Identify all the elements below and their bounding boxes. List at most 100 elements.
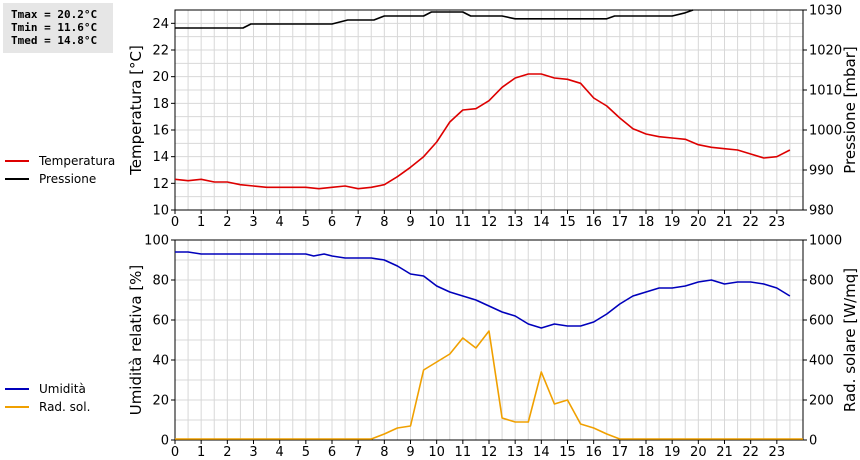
series-line-umidit: [175, 251, 791, 329]
x-tick-label: 22: [742, 445, 759, 460]
y-right-axis-title: Pressione [mbar]: [841, 46, 859, 174]
x-tick-label: 2: [223, 215, 231, 230]
y-left-tick-label: 20: [152, 70, 169, 85]
y-left-tick-label: 20: [152, 394, 169, 409]
x-tick-label: 12: [481, 215, 498, 230]
y-right-tick-label: 1000: [809, 234, 842, 249]
y-right-tick-label: 1000: [809, 124, 842, 139]
y-left-tick-label: 0: [161, 434, 169, 449]
x-tick-label: 12: [481, 445, 498, 460]
legend-label-radiation: Rad. sol.: [39, 400, 91, 414]
tmin-text: Tmin = 11.6°C: [11, 21, 98, 34]
x-tick-label: 17: [612, 445, 629, 460]
x-tick-label: 18: [638, 445, 655, 460]
x-tick-label: 5: [302, 445, 310, 460]
legend-label-pressure: Pressione: [39, 172, 97, 186]
legend-swatch-radiation: [5, 406, 29, 408]
legend-label-humidity: Umidità: [39, 382, 86, 396]
x-tick-label: 6: [328, 215, 336, 230]
x-tick-label: 15: [559, 215, 576, 230]
x-tick-label: 9: [406, 215, 414, 230]
legend-label-temperature: Temperatura: [39, 154, 116, 168]
x-tick-label: 9: [406, 445, 414, 460]
y-left-tick-label: 60: [152, 314, 169, 329]
x-tick-label: 19: [664, 215, 681, 230]
legend-bottom-chart: Umidità Rad. sol.: [5, 380, 90, 416]
chart-1: 0 1 2 3 4 5 6 7 8 9 10 11 12 13 14 15 16 17 18 19 20 21 22 2302…: [127, 234, 859, 460]
x-tick-label: 1: [197, 215, 205, 230]
y-left-tick-label: 12: [152, 177, 169, 192]
x-tick-label: 1: [197, 445, 205, 460]
x-tick-label: 7: [354, 215, 362, 230]
x-tick-label: 10: [428, 215, 445, 230]
legend-item-pressure: Pressione: [5, 170, 115, 188]
y-right-axis-title: Rad. solare [W/mq]: [841, 268, 859, 412]
x-tick-label: 4: [276, 445, 284, 460]
y-right-tick-label: 0: [809, 434, 817, 449]
y-left-tick-label: 40: [152, 354, 169, 369]
x-tick-label: 18: [638, 215, 655, 230]
y-left-tick-label: 22: [152, 44, 169, 59]
x-tick-label: 14: [533, 445, 550, 460]
y-right-tick-label: 1010: [809, 84, 842, 99]
x-tick-label: 0: [171, 215, 179, 230]
tmed-text: Tmed = 14.8°C: [11, 34, 98, 47]
y-left-tick-label: 14: [152, 150, 169, 165]
legend-swatch-humidity: [5, 388, 29, 390]
y-right-tick-label: 400: [809, 354, 834, 369]
x-tick-label: 3: [249, 445, 257, 460]
x-tick-label: 13: [507, 445, 524, 460]
tmax-text: Tmax = 20.2°C: [11, 8, 98, 21]
y-right-tick-label: 990: [809, 164, 834, 179]
chart-0: 0 1 2 3 4 5 6 7 8 9 10 11 12 13 14 15 16 17 18 19 20 21 22 2310…: [127, 4, 859, 231]
series-line-pressione: [175, 9, 694, 29]
x-tick-label: 8: [380, 215, 388, 230]
y-left-axis-title: Umidità relativa [%]: [127, 265, 145, 416]
x-tick-label: 21: [716, 215, 733, 230]
x-tick-label: 20: [690, 215, 707, 230]
y-right-tick-label: 1030: [809, 4, 842, 19]
x-tick-label: 16: [585, 445, 602, 460]
x-tick-label: 15: [559, 445, 576, 460]
x-tick-label: 14: [533, 215, 550, 230]
x-tick-label: 21: [716, 445, 733, 460]
x-tick-label: 2: [223, 445, 231, 460]
y-right-tick-label: 200: [809, 394, 834, 409]
legend-item-temperature: Temperatura: [5, 152, 115, 170]
y-right-tick-label: 1020: [809, 44, 842, 59]
legend-swatch-pressure: [5, 178, 29, 180]
y-left-tick-label: 16: [152, 124, 169, 139]
x-tick-label: 20: [690, 445, 707, 460]
x-tick-label: 23: [769, 445, 786, 460]
x-tick-label: 17: [612, 215, 629, 230]
y-left-tick-label: 80: [152, 274, 169, 289]
x-tick-label: 10: [428, 445, 445, 460]
x-tick-label: 6: [328, 445, 336, 460]
y-left-tick-label: 24: [152, 17, 169, 32]
y-left-tick-label: 18: [152, 97, 169, 112]
y-right-tick-label: 980: [809, 204, 834, 219]
x-tick-label: 11: [455, 215, 472, 230]
stats-box: Tmax = 20.2°C Tmin = 11.6°C Tmed = 14.8°…: [3, 3, 113, 53]
y-left-tick-label: 100: [144, 234, 169, 249]
x-tick-label: 16: [585, 215, 602, 230]
y-right-tick-label: 800: [809, 274, 834, 289]
x-tick-label: 0: [171, 445, 179, 460]
y-left-tick-label: 10: [152, 204, 169, 219]
legend-item-radiation: Rad. sol.: [5, 398, 90, 416]
x-tick-label: 5: [302, 215, 310, 230]
x-tick-label: 7: [354, 445, 362, 460]
legend-top-chart: Temperatura Pressione: [5, 152, 115, 188]
x-tick-label: 22: [742, 215, 759, 230]
x-tick-label: 23: [769, 215, 786, 230]
legend-swatch-temperature: [5, 160, 29, 162]
x-tick-label: 11: [455, 445, 472, 460]
series-line-rad-sol: [175, 330, 803, 440]
x-tick-label: 19: [664, 445, 681, 460]
legend-item-humidity: Umidità: [5, 380, 90, 398]
x-tick-label: 8: [380, 445, 388, 460]
x-tick-label: 4: [276, 215, 284, 230]
y-right-tick-label: 600: [809, 314, 834, 329]
x-tick-label: 13: [507, 215, 524, 230]
